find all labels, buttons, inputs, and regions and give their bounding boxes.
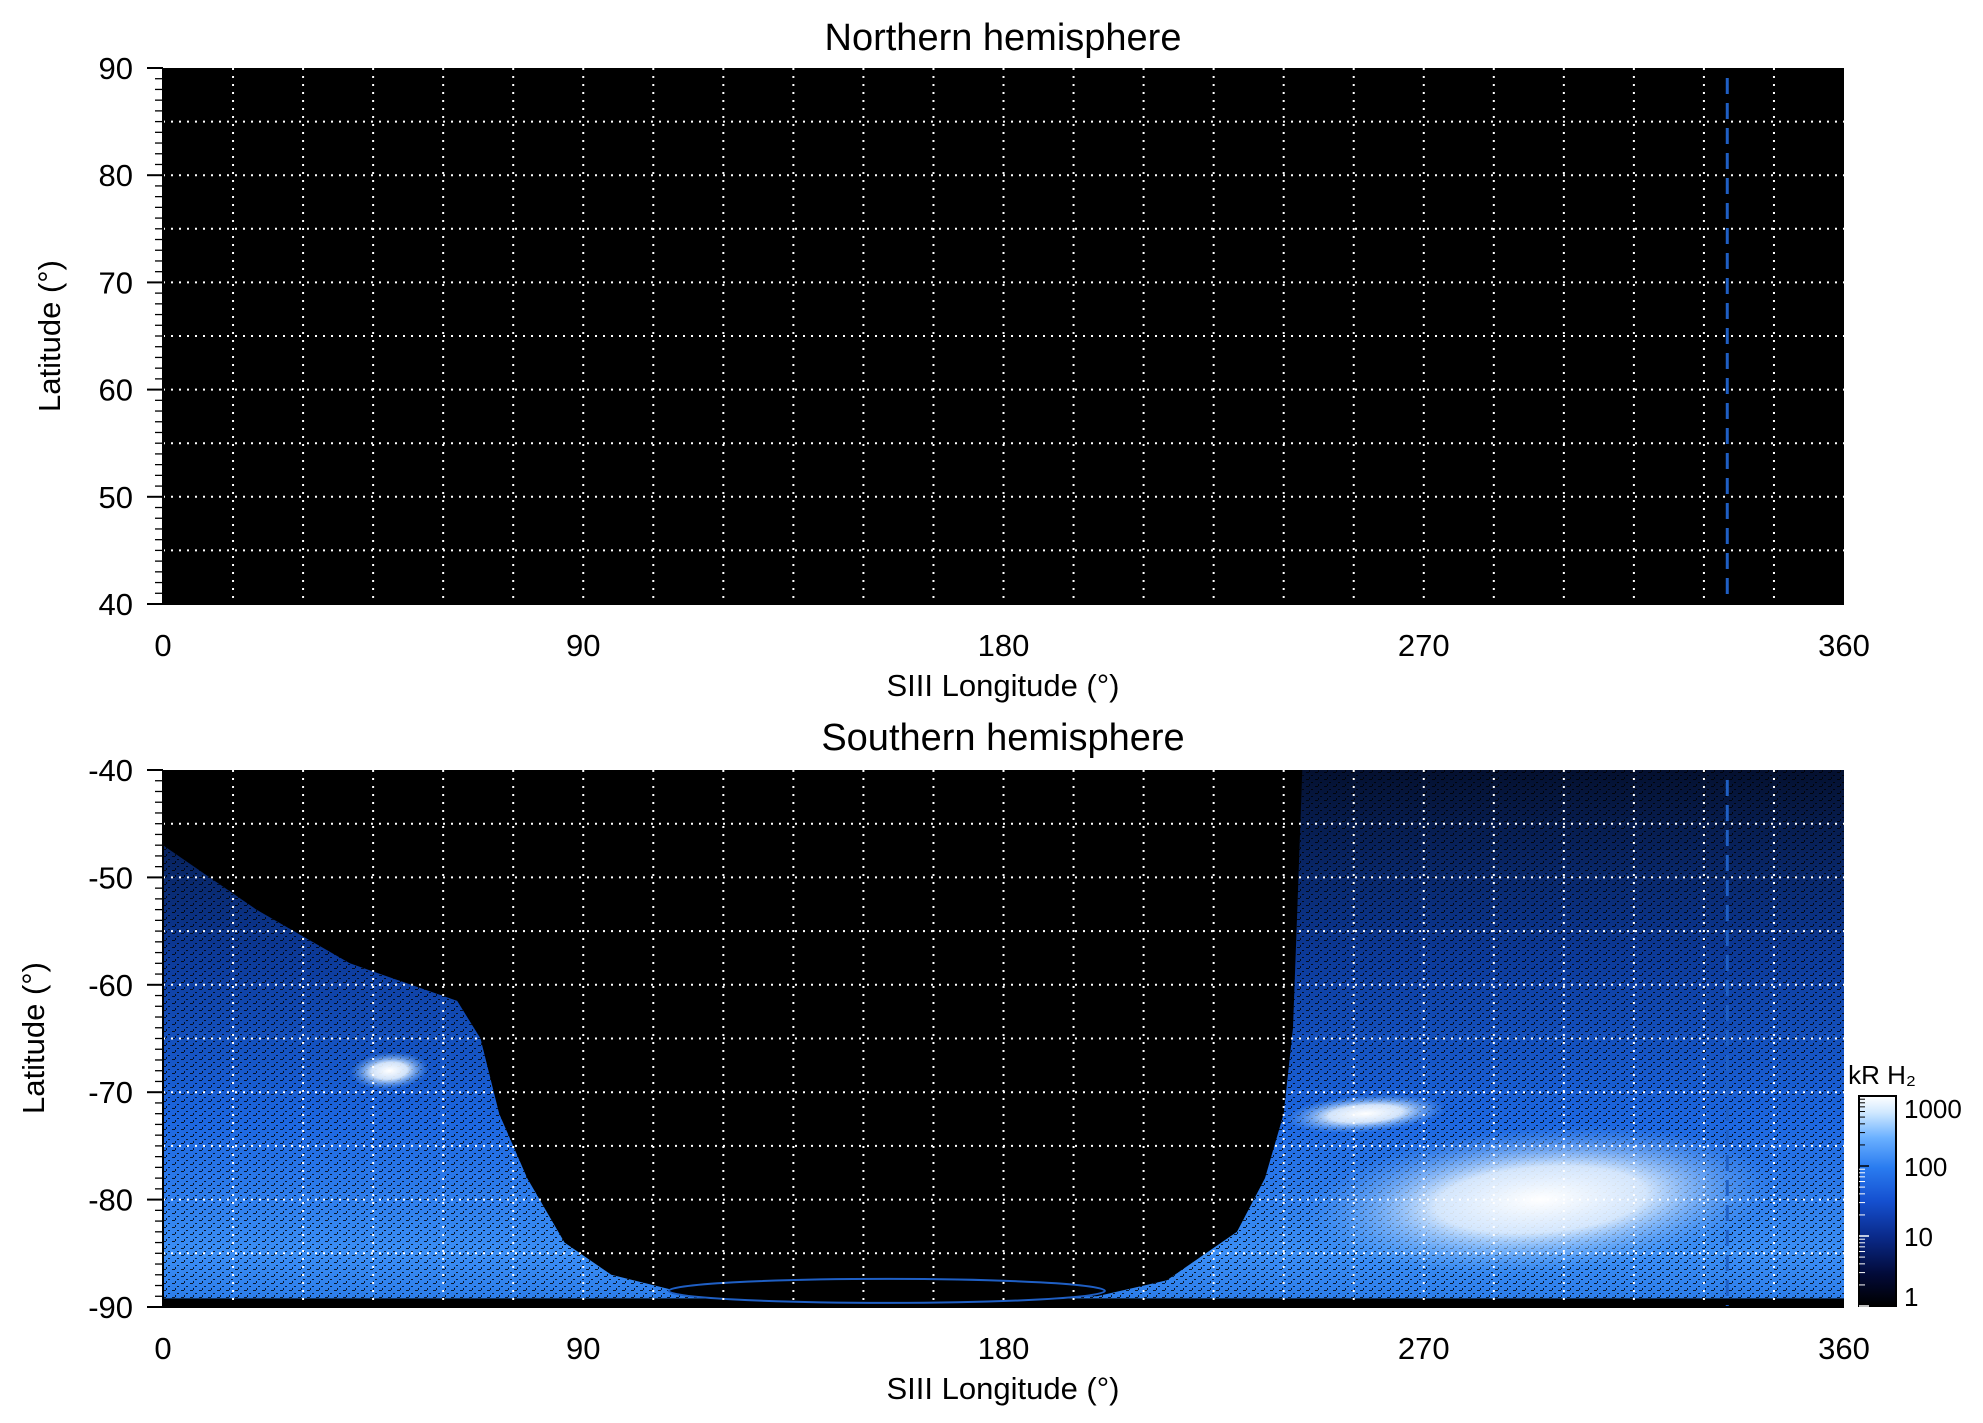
x-tick-label: 180 [978, 1331, 1030, 1366]
y-tick-label: -90 [88, 1290, 133, 1325]
colorbar-scale [1858, 1095, 1897, 1307]
y-tick-label: 60 [99, 373, 133, 408]
y-tick-label: -80 [88, 1183, 133, 1218]
x-tick-label: 360 [1818, 628, 1870, 663]
colorbar-tick-label: 100 [1904, 1152, 1947, 1182]
x-tick-label: 270 [1398, 628, 1450, 663]
north-panel-title: Northern hemisphere [825, 17, 1182, 59]
x-tick-label: 270 [1398, 1331, 1450, 1366]
y-tick-label: 50 [99, 480, 133, 515]
y-tick-label: -50 [88, 860, 133, 895]
south-panel-title: Southern hemisphere [821, 717, 1184, 759]
y-tick-label: 90 [99, 51, 133, 86]
y-tick-label: 70 [99, 265, 133, 300]
y-tick-label: -70 [88, 1075, 133, 1110]
north-axes: 40 50 60 70 80 90 0 90 180 270 360 [99, 51, 1870, 663]
colorbar-tick-label: 10 [1904, 1222, 1933, 1252]
south-axes: -90 -80 -70 -60 -50 -40 0 90 180 270 360 [88, 753, 1870, 1366]
x-tick-label: 360 [1818, 1331, 1870, 1366]
x-tick-label: 90 [566, 1331, 600, 1366]
y-tick-label: 40 [99, 587, 133, 622]
y-tick-label: -40 [88, 753, 133, 788]
colorbar-tick-label: 1000 [1904, 1094, 1962, 1124]
colorbar-tick-label: 1 [1904, 1282, 1918, 1312]
x-tick-label: 0 [154, 628, 171, 663]
south-limb-band [163, 1277, 1844, 1307]
bright-emission-region [349, 1051, 430, 1090]
pole-shadow-ellipse [667, 1277, 1106, 1304]
south-grid [163, 770, 1844, 1307]
colorbar: kR H₂ 1 10 100 1000 [1848, 1060, 1962, 1312]
northern-hemisphere-panel: Northern hemisphere 40 50 60 70 80 90 0 90 180 27… [32, 17, 1870, 703]
x-tick-label: 0 [154, 1331, 171, 1366]
southern-hemisphere-panel: Southern hemisphere -90 -80 -70 -60 -50 -40 0 9… [16, 717, 1870, 1406]
south-x-axis-label: SIII Longitude (°) [887, 1371, 1120, 1406]
south-emission-map [163, 770, 1844, 1307]
colorbar-ticks: 1 10 100 1000 [1859, 1094, 1962, 1312]
north-x-axis-label: SIII Longitude (°) [887, 668, 1120, 703]
bright-emission-region [1283, 1094, 1447, 1134]
x-tick-label: 90 [566, 628, 600, 663]
colorbar-label: kR H₂ [1848, 1060, 1916, 1090]
pole-band [163, 1298, 1844, 1307]
north-y-axis-label: Latitude (°) [32, 260, 67, 412]
x-tick-label: 180 [978, 628, 1030, 663]
south-y-axis-label: Latitude (°) [16, 962, 51, 1114]
y-tick-label: -60 [88, 968, 133, 1003]
north-grid [163, 68, 1844, 604]
y-tick-label: 80 [99, 158, 133, 193]
